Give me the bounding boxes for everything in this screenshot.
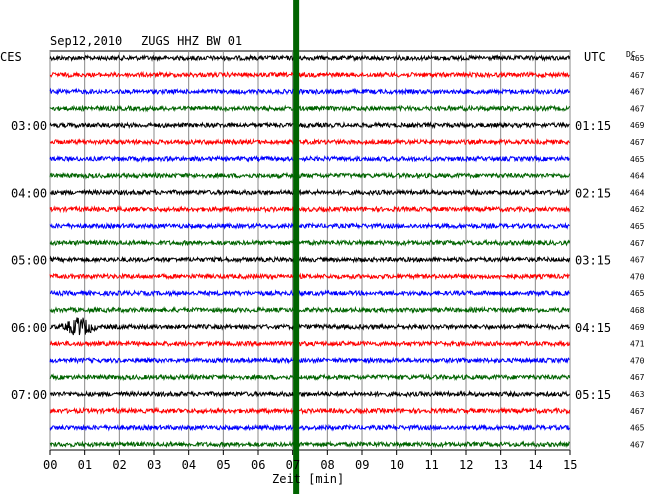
right-time-label: 05:15 <box>575 388 611 402</box>
dc-offset-label: 464 <box>630 188 645 197</box>
trace-row <box>49 121 570 130</box>
dc-offset-label: 465 <box>630 222 645 231</box>
x-tick-label: 06 <box>251 458 265 472</box>
trace-row <box>49 154 570 163</box>
x-tick-label: 01 <box>78 458 92 472</box>
dc-offset-label: 467 <box>630 440 645 449</box>
dc-offset-label: 470 <box>630 272 645 281</box>
dc-offset-label: 467 <box>630 373 645 382</box>
trace-row <box>49 339 571 348</box>
trace-row <box>49 317 571 336</box>
dc-offset-label: 465 <box>630 424 645 433</box>
trace-row <box>49 137 570 147</box>
trace-row <box>49 356 570 365</box>
trace-row <box>49 440 570 449</box>
trace-row <box>49 171 571 180</box>
dc-offset-label: 470 <box>630 356 645 365</box>
trace-row <box>49 423 571 432</box>
dc-offset-label: 467 <box>630 71 645 80</box>
x-tick-label: 15 <box>563 458 577 472</box>
trace-row <box>49 205 571 214</box>
left-time-label: 04:00 <box>11 186 47 200</box>
x-tick-label: 03 <box>147 458 161 472</box>
trace-row <box>49 188 570 197</box>
right-time-label: 01:15 <box>575 119 611 133</box>
trace-row <box>49 255 571 264</box>
dc-offset-label: 471 <box>630 340 645 349</box>
dc-offset-label: 463 <box>630 390 645 399</box>
right-timezone: UTC <box>584 50 606 64</box>
left-time-label: 06:00 <box>11 321 47 335</box>
dc-offset-label: 465 <box>630 289 645 298</box>
dc-offset-label: 467 <box>630 138 645 147</box>
dc-label: DC <box>626 50 636 59</box>
trace-row <box>49 389 571 398</box>
dc-offset-label: 465 <box>630 155 645 164</box>
x-tick-label: 12 <box>459 458 473 472</box>
dc-offset-label: 467 <box>630 239 645 248</box>
dc-offset-label: 465 <box>630 54 645 63</box>
right-time-label: 02:15 <box>575 186 611 200</box>
header-date: Sep12,2010 <box>50 34 122 48</box>
trace-row <box>49 373 571 382</box>
x-axis-label: Zeit [min] <box>272 472 344 486</box>
x-tick-label: 07 <box>286 458 300 472</box>
dc-offset-label: 468 <box>630 306 645 315</box>
trace-row <box>49 70 570 79</box>
trace-row <box>49 406 571 415</box>
x-tick-label: 00 <box>43 458 57 472</box>
trace-row <box>49 53 571 63</box>
dc-offset-label: 467 <box>630 104 645 113</box>
dc-offset-label: 469 <box>630 121 645 130</box>
x-tick-label: 08 <box>320 458 334 472</box>
trace-row <box>49 305 570 315</box>
x-tick-label: 02 <box>112 458 126 472</box>
trace-row <box>49 238 571 247</box>
trace-row <box>49 222 570 231</box>
x-tick-label: 09 <box>355 458 369 472</box>
left-timezone: CES <box>0 50 22 64</box>
dc-offset-label: 467 <box>630 256 645 265</box>
x-tick-label: 11 <box>424 458 438 472</box>
trace-row <box>49 272 570 281</box>
grid <box>49 50 571 455</box>
x-tick-label: 13 <box>494 458 508 472</box>
right-time-label: 04:15 <box>575 321 611 335</box>
right-time-label: 03:15 <box>575 254 611 268</box>
dc-offset-label: 462 <box>630 205 645 214</box>
x-tick-label: 04 <box>182 458 196 472</box>
x-tick-label: 05 <box>216 458 230 472</box>
x-tick-label: 14 <box>528 458 542 472</box>
traces <box>49 53 571 449</box>
dc-offset-label: 467 <box>630 407 645 416</box>
trace-row <box>49 289 570 298</box>
dc-offset-label: 464 <box>630 172 645 181</box>
left-time-label: 03:00 <box>11 119 47 133</box>
left-time-label: 05:00 <box>11 254 47 268</box>
trace-row <box>49 104 571 113</box>
left-time-label: 07:00 <box>11 388 47 402</box>
trace-row <box>49 87 571 96</box>
header-station: ZUGS HHZ BW 01 <box>141 34 242 48</box>
x-tick-label: 10 <box>390 458 404 472</box>
plot-frame <box>49 50 571 451</box>
dc-offset-label: 467 <box>630 88 645 97</box>
labels: Sep12,2010 ZUGS HHZ BW 01 CES UTC DC Zei… <box>0 34 645 486</box>
dc-offset-label: 469 <box>630 323 645 332</box>
